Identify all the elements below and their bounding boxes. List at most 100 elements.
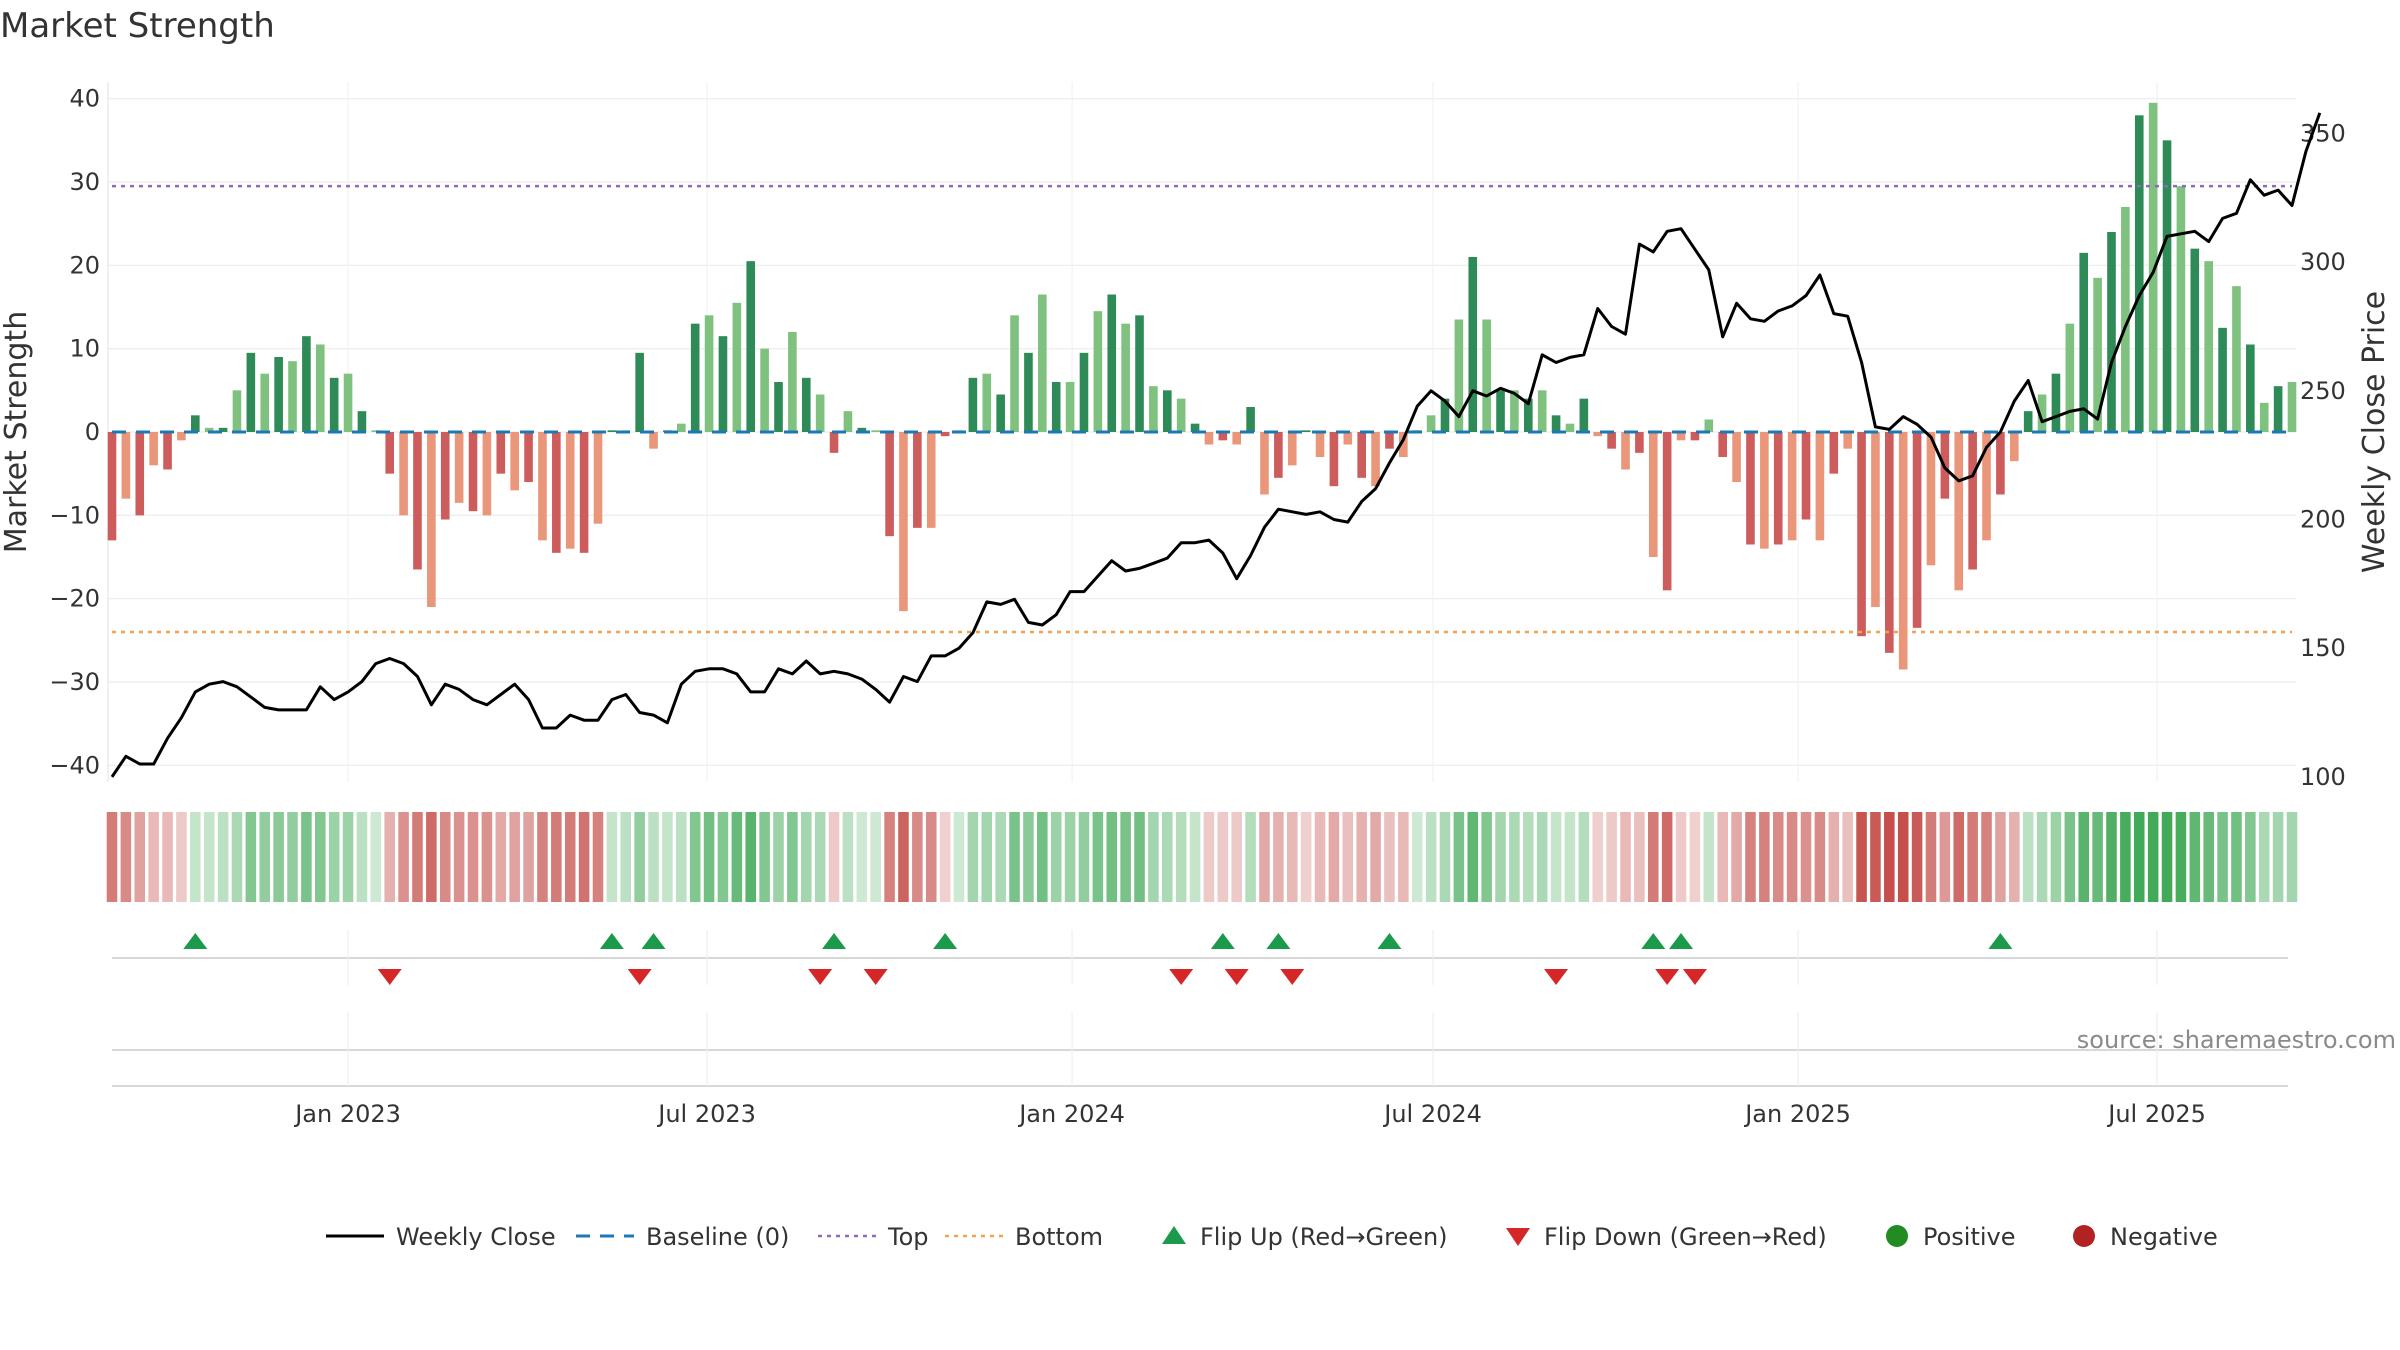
strength-bar [232,390,242,432]
band-cell [939,812,951,902]
strength-bar [2107,232,2116,432]
strength-bar [1010,315,1019,432]
x-tick-label: Jul 2024 [1382,1100,1482,1128]
strength-bar [1898,432,1908,670]
strength-bar [1440,398,1450,432]
strength-bar [302,336,311,432]
band-cell [1398,812,1409,902]
band-cell [2272,812,2284,902]
legend-label: Bottom [1015,1223,1103,1251]
strength-bar [2218,327,2227,432]
strength-bar [829,432,839,453]
band-cell [1592,812,1604,902]
flip-down-marker [1544,969,1569,985]
band-cell [606,812,618,902]
flip-up-marker [1210,933,1235,949]
band-cell [384,812,395,902]
strength-bar [2190,248,2200,432]
flip-up-marker [1641,933,1666,949]
band-cell [481,812,493,902]
chart-title: Market Strength [0,6,275,46]
band-cell [1342,812,1354,902]
flip-down-marker [1655,969,1680,985]
strength-bar [371,430,381,432]
strength-bar [149,432,158,466]
right-tick-label: 150 [2300,634,2346,662]
x-tick-label: Jan 2024 [1017,1100,1125,1128]
strength-bar [552,432,561,553]
strength-bar [1357,432,1366,478]
strength-bar [1385,432,1394,449]
left-tick-label: 0 [85,418,100,446]
band-cell [2133,812,2145,902]
left-tick-label: −30 [49,668,100,696]
strength-bar [1690,432,1700,441]
x-axis-ticks: Jan 2023 Jul 2023 Jan 2024 Jul 2024 Jan 2025… [293,930,2206,1128]
band-cell [842,812,854,902]
band-cell [1523,812,1534,902]
strength-bar [1565,423,1575,432]
band-cell [245,812,257,902]
strength-bar [2246,344,2255,432]
band-cell [717,812,729,902]
band-cell [1550,812,1562,902]
legend-item: Weekly Close [326,1223,556,1251]
strength-bar [1843,432,1852,449]
band-cell [1578,812,1590,902]
strength-bar [607,430,617,432]
band-cell [1217,812,1229,902]
left-tick-label: −10 [49,501,100,529]
band-cell [689,812,701,902]
band-cell [1953,812,1965,902]
strength-bar [1732,432,1741,482]
band-cell [981,812,993,902]
band-cell [662,812,673,902]
band-cell [2106,812,2117,902]
strength-bar [2148,102,2158,432]
left-tick-label: −40 [49,751,100,779]
strength-bar [1232,432,1242,445]
right-tick-label: 300 [2300,248,2346,276]
strength-bar [1912,432,1922,628]
band-cell [1536,812,1548,902]
left-axis-title: Market Strength [0,311,34,553]
left-tick-label: 10 [69,335,100,363]
band-cell [1120,812,1131,902]
strength-bar [538,432,547,541]
left-tick-label: 30 [69,168,100,196]
strength-bar [940,432,950,437]
band-cell [1231,812,1242,902]
flip-down-marker [808,969,833,985]
strength-bar [260,373,270,432]
strength-bar [288,361,297,432]
strength-bar [1815,432,1825,541]
band-cell [176,812,187,902]
band-cell [2189,812,2201,902]
strength-bar [329,377,339,432]
band-cell [1314,812,1326,902]
strength-bar [1579,398,1589,432]
band-cell [106,812,118,902]
band-cell [1870,812,1881,902]
strength-bar [2273,386,2283,432]
strength-bar [1746,432,1755,545]
strength-bar [1648,432,1658,557]
strength-bar [1149,386,1158,432]
weekly-close-series [110,112,2322,778]
band-cell [953,812,965,902]
band-cell [1897,812,1909,902]
strength-bar [1065,382,1075,432]
strength-bar [1524,398,1533,432]
strength-bar [468,432,478,512]
band-cell [1467,812,1479,902]
band-cell [1009,812,1020,902]
band-cell [1509,812,1520,902]
strength-bar [1260,432,1269,495]
band-cell [2022,812,2034,902]
strength-bar [676,423,686,432]
band-cell [2245,812,2256,902]
band-cell [537,812,548,902]
band-cell [2050,812,2062,902]
band-cell [287,812,298,902]
